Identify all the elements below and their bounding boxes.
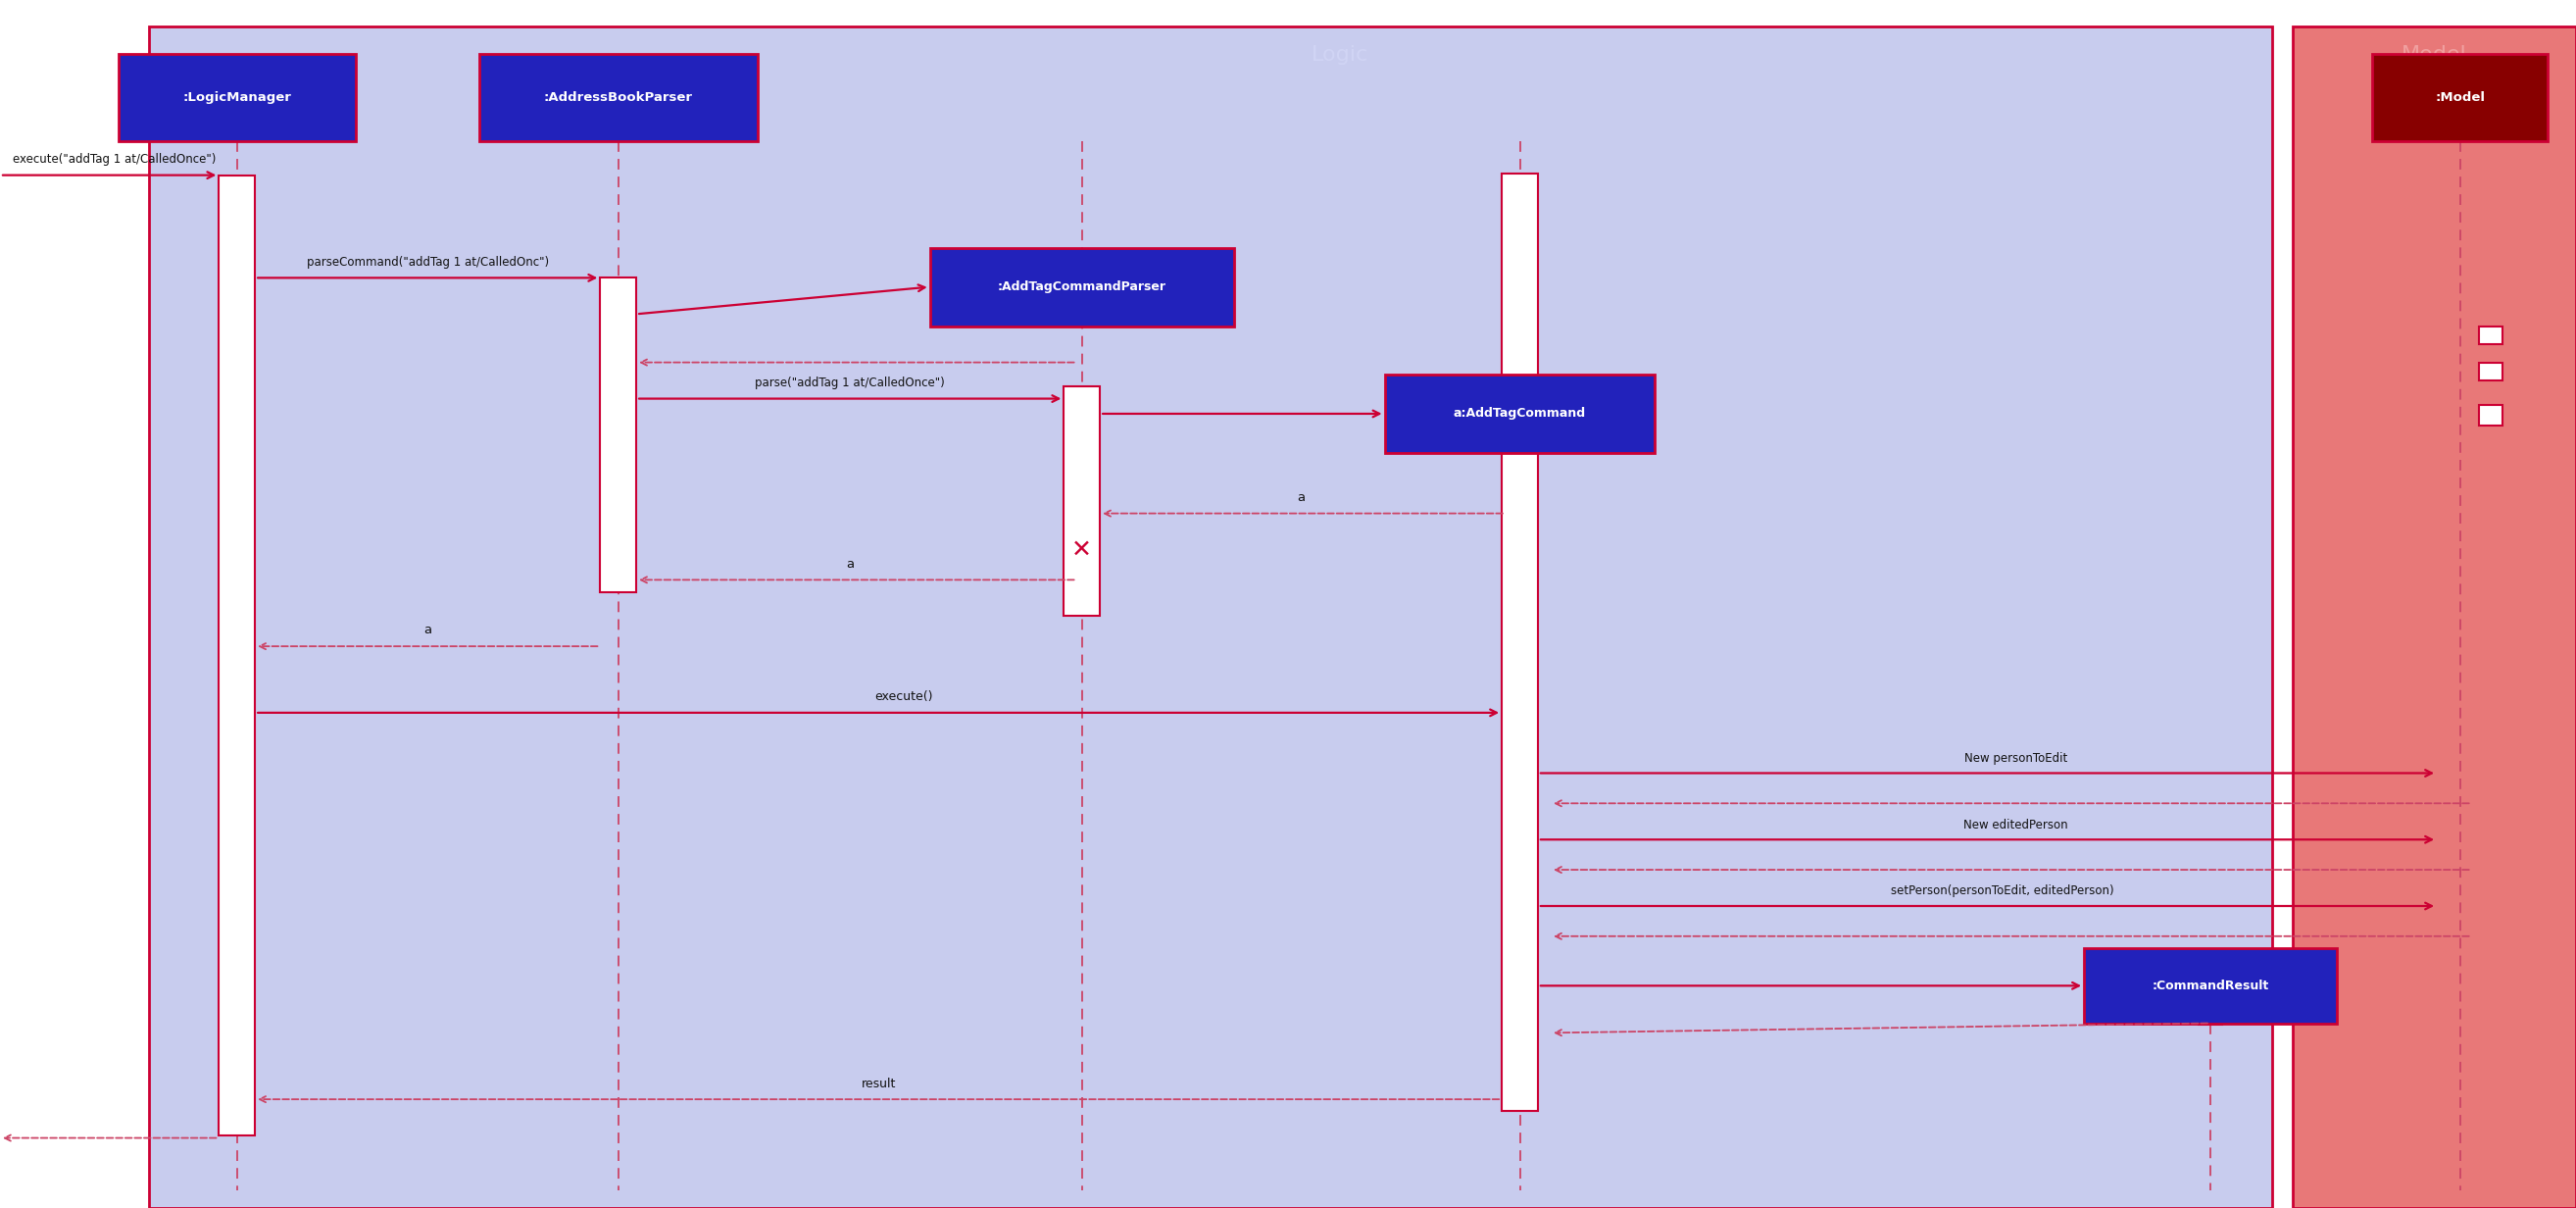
Text: parseCommand("addTag 1 at/CalledOnc"): parseCommand("addTag 1 at/CalledOnc") xyxy=(307,255,549,268)
Text: Model: Model xyxy=(2401,45,2468,64)
Text: :LogicManager: :LogicManager xyxy=(183,92,291,104)
FancyBboxPatch shape xyxy=(2478,405,2501,425)
FancyBboxPatch shape xyxy=(1386,374,1654,453)
FancyBboxPatch shape xyxy=(1504,447,1535,519)
Text: a:AddTagCommand: a:AddTagCommand xyxy=(1453,407,1587,420)
FancyBboxPatch shape xyxy=(479,54,757,141)
Text: :CommandResult: :CommandResult xyxy=(2151,980,2269,992)
FancyBboxPatch shape xyxy=(2293,27,2576,1208)
Text: parse("addTag 1 at/CalledOnce"): parse("addTag 1 at/CalledOnce") xyxy=(755,376,945,389)
FancyBboxPatch shape xyxy=(1502,174,1538,1111)
Text: setPerson(personToEdit, editedPerson): setPerson(personToEdit, editedPerson) xyxy=(1891,884,2115,898)
Text: result: result xyxy=(860,1078,896,1091)
FancyBboxPatch shape xyxy=(930,248,1234,326)
Text: New personToEdit: New personToEdit xyxy=(1963,751,2069,765)
Text: a: a xyxy=(845,557,855,570)
FancyBboxPatch shape xyxy=(2197,1023,2221,1024)
Text: a: a xyxy=(422,623,433,637)
FancyBboxPatch shape xyxy=(2372,54,2548,141)
FancyBboxPatch shape xyxy=(2478,362,2501,381)
FancyBboxPatch shape xyxy=(1064,387,1100,616)
FancyBboxPatch shape xyxy=(219,175,255,1136)
Text: Logic: Logic xyxy=(1311,45,1368,64)
FancyBboxPatch shape xyxy=(149,27,2272,1208)
Text: :AddressBookParser: :AddressBookParser xyxy=(544,92,693,104)
Text: ✕: ✕ xyxy=(1072,538,1092,562)
Text: :AddTagCommandParser: :AddTagCommandParser xyxy=(997,280,1167,294)
FancyBboxPatch shape xyxy=(118,54,355,141)
Text: :Model: :Model xyxy=(2434,92,2486,104)
Text: execute("addTag 1 at/CalledOnce"): execute("addTag 1 at/CalledOnce") xyxy=(13,152,216,165)
FancyBboxPatch shape xyxy=(600,278,636,592)
FancyBboxPatch shape xyxy=(2478,326,2501,344)
Text: New editedPerson: New editedPerson xyxy=(1963,818,2069,831)
FancyBboxPatch shape xyxy=(2084,948,2336,1023)
Text: a: a xyxy=(1296,490,1306,504)
Text: execute(): execute() xyxy=(876,690,933,703)
